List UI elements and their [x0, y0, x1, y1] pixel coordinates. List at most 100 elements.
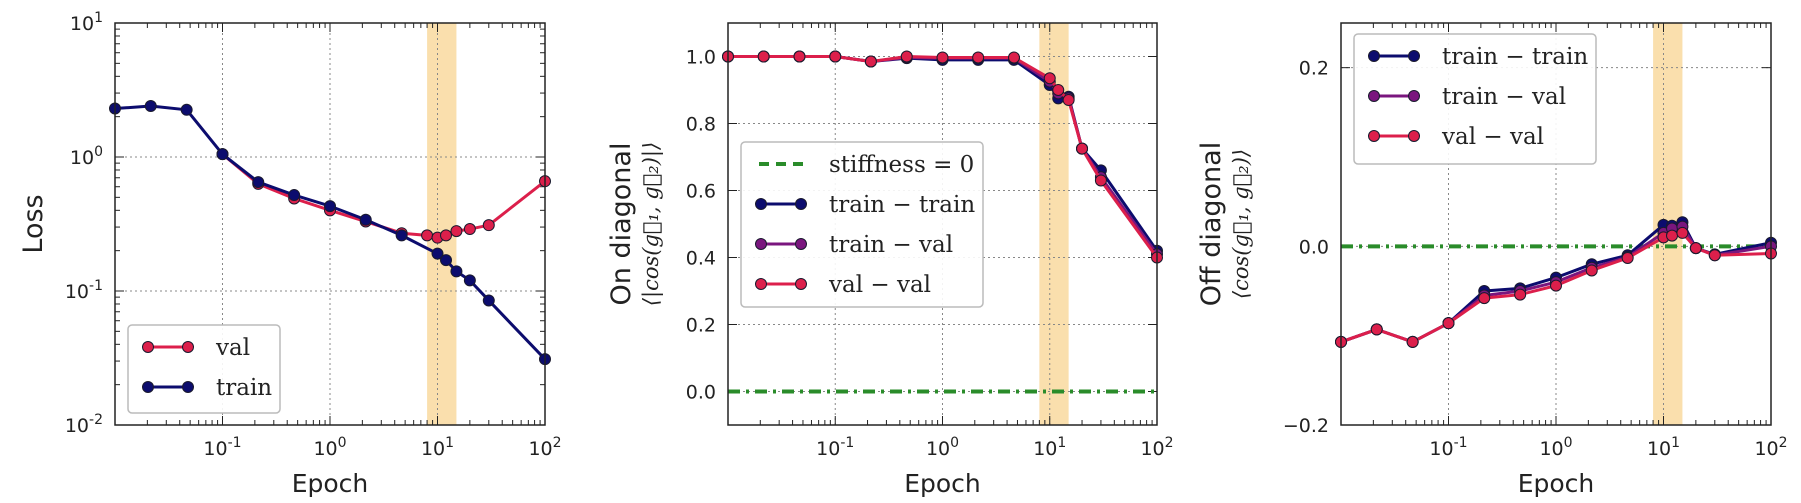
- data-point: [1007, 51, 1020, 64]
- x-tick-label: 10-1: [1429, 435, 1467, 460]
- data-point: [252, 176, 265, 189]
- legend-entry: train − val: [755, 232, 953, 258]
- legend-marker: [1408, 50, 1420, 62]
- y-tick-label: 101: [70, 10, 103, 35]
- y-tick-label: 0.4: [686, 248, 716, 270]
- legend-marker: [755, 278, 767, 290]
- series-line: [221, 153, 546, 240]
- y-tick-label: 10-1: [65, 278, 103, 303]
- data-point: [431, 247, 444, 260]
- data-point: [463, 274, 476, 287]
- highlight-band: [427, 23, 457, 425]
- data-point: [1094, 174, 1107, 187]
- data-point: [757, 50, 770, 63]
- data-point: [440, 229, 453, 242]
- legend: train − train train − val val − val: [1353, 33, 1597, 165]
- x-tick-label: 102: [1754, 435, 1787, 460]
- data-point: [1062, 94, 1075, 107]
- series-val-val: [722, 50, 1163, 264]
- data-point: [793, 50, 806, 63]
- data-point: [421, 229, 434, 242]
- data-point: [144, 100, 157, 113]
- legend-label: val: [215, 335, 250, 361]
- data-point: [1370, 323, 1383, 336]
- x-tick-label: 101: [421, 435, 454, 460]
- legend-marker: [142, 381, 154, 393]
- y-tick-label: 0.0: [1299, 236, 1329, 258]
- data-point: [1442, 317, 1455, 330]
- y-tick-label: 10-2: [65, 412, 103, 437]
- legend-entry: val − val: [1368, 124, 1544, 150]
- x-axis-label: Epoch: [1518, 469, 1595, 498]
- data-point: [216, 148, 229, 161]
- y-axis-label: Loss: [18, 194, 49, 253]
- x-tick-label: 10-1: [203, 435, 241, 460]
- y-tick-label: −0.2: [1283, 415, 1329, 437]
- y-tick-label: 0.2: [686, 315, 716, 337]
- data-point: [324, 200, 336, 213]
- x-axis-label: Epoch: [904, 469, 981, 498]
- data-point: [864, 55, 877, 68]
- legend-entry: stiffness = 0: [759, 152, 974, 178]
- data-point: [1043, 72, 1056, 85]
- legend-marker: [795, 278, 807, 290]
- data-point: [1478, 292, 1491, 305]
- data-point: [1689, 242, 1702, 255]
- data-point: [450, 225, 463, 238]
- legend-entry: train − train: [1368, 44, 1588, 70]
- data-point: [972, 51, 985, 64]
- legend-marker: [182, 381, 194, 393]
- y-axis-sublabel: ⟨|cos(g⃗₁, g⃗₂)|⟩: [639, 142, 664, 306]
- legend-entry: train − train: [755, 192, 975, 218]
- x-tick-label: 10-1: [816, 435, 854, 460]
- legend-label: train − train: [829, 192, 975, 218]
- x-tick-label: 102: [1140, 435, 1173, 460]
- legend-marker: [142, 341, 154, 353]
- y-axis-label: Off diagonal: [1196, 142, 1227, 306]
- x-tick-label: 100: [926, 435, 959, 460]
- data-point: [288, 189, 301, 202]
- legend-marker: [1408, 130, 1420, 142]
- legend: val train: [127, 324, 281, 414]
- plot-frame: [114, 22, 546, 426]
- legend-marker: [1408, 90, 1420, 102]
- data-point: [900, 50, 913, 63]
- legend-entry: train: [142, 375, 272, 401]
- y-axis-sublabel: ⟨cos(g⃗₁, g⃗₂)⟩: [1229, 149, 1253, 299]
- legend-entry: val − val: [755, 272, 931, 298]
- data-point: [395, 229, 408, 242]
- data-point: [1052, 84, 1065, 96]
- data-point: [1076, 142, 1089, 155]
- x-tick-label: 100: [313, 435, 346, 460]
- legend-marker: [1368, 50, 1380, 62]
- data-point: [829, 50, 842, 63]
- plot-frame: [1340, 22, 1772, 426]
- legend-label: val − val: [1441, 124, 1544, 150]
- legend-marker: [755, 198, 767, 210]
- data-point: [1514, 288, 1527, 301]
- x-axis-label: Epoch: [292, 469, 369, 498]
- legend-box: [740, 141, 984, 308]
- legend: stiffness = 0 train − train train − val val…: [740, 141, 984, 308]
- legend-label: train − train: [1442, 44, 1588, 70]
- legend-marker: [795, 238, 807, 250]
- series-val-val: [1335, 226, 1777, 348]
- chart-panel-2: 10-1 100 101 102 0.0 0.2 0.4 0.6 0.8 1.0 Epoch On d…: [606, 22, 1174, 498]
- x-tick-label: 102: [528, 435, 561, 460]
- legend-label: stiffness = 0: [829, 152, 974, 178]
- data-point: [450, 265, 463, 278]
- legend-marker: [1368, 90, 1380, 102]
- data-point: [936, 51, 949, 64]
- data-point: [482, 294, 495, 307]
- data-point: [1585, 264, 1598, 277]
- y-tick-label: 1.0: [686, 47, 716, 69]
- legend-label: train − val: [1442, 84, 1566, 110]
- y-axis-label: On diagonal: [606, 143, 637, 306]
- legend-label: val − val: [828, 272, 931, 298]
- data-point: [1550, 279, 1562, 292]
- data-point: [1621, 251, 1634, 264]
- data-point: [440, 254, 453, 267]
- y-tick-label: 0.6: [686, 181, 716, 203]
- data-point: [1406, 335, 1419, 348]
